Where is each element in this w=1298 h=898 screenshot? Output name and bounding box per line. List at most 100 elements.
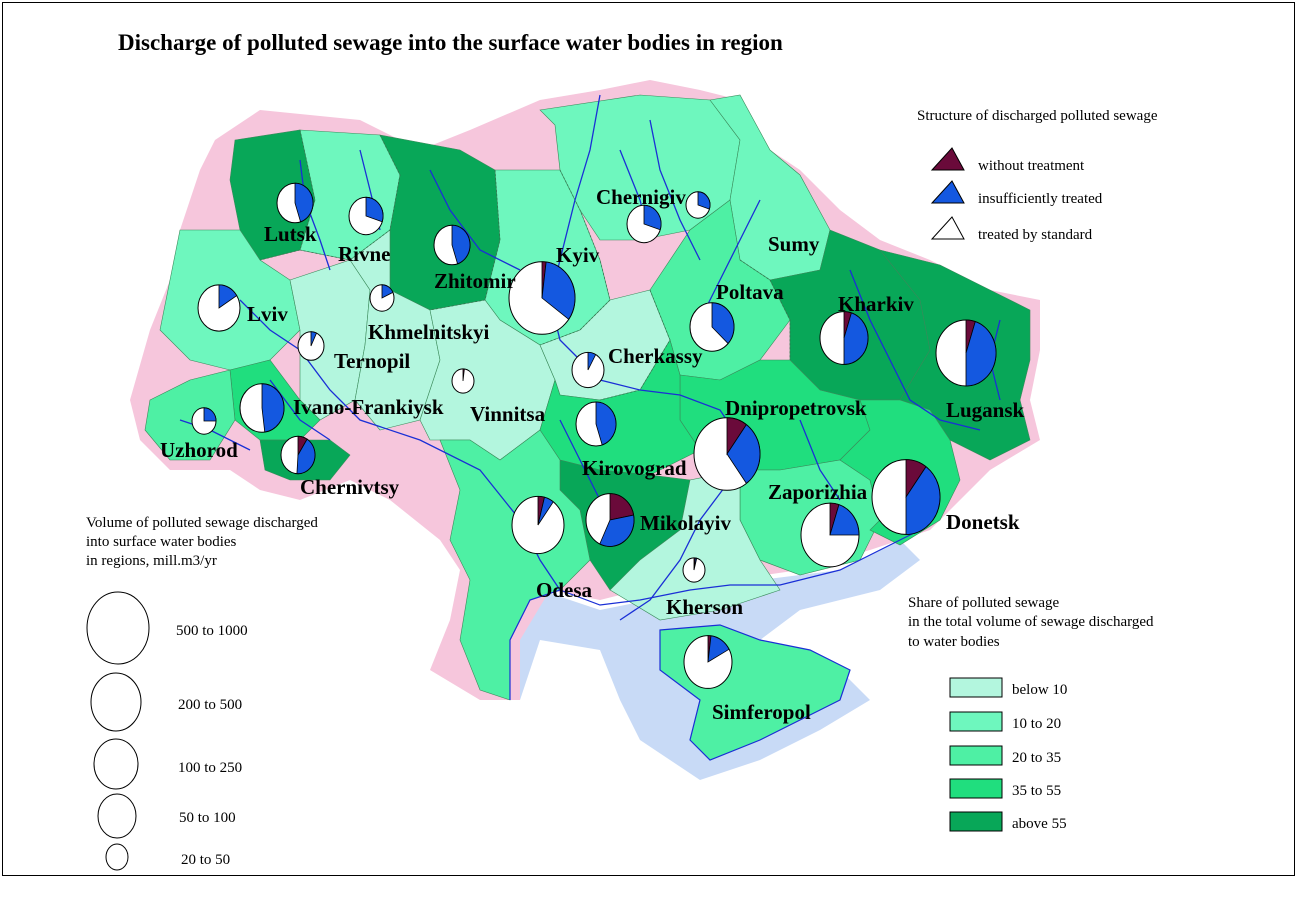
pie-lugansk <box>935 319 997 387</box>
volume-legend-title-3: in regions, mill.m3/yr <box>86 553 217 569</box>
coastline <box>509 529 921 761</box>
share-label-below-10: below 10 <box>1012 682 1067 698</box>
city-label-mikolayiv: Mikolayiv <box>640 511 732 535</box>
city-label-ivano-frankiysk: Ivano-Frankiysk <box>293 395 444 419</box>
city-label-zhitomir: Zhitomir <box>434 269 516 293</box>
city-label-uzhorod: Uzhorod <box>160 438 238 462</box>
share-swatch-35-55 <box>949 778 1003 799</box>
legend-treated-symbol <box>930 216 965 240</box>
pie-odesa <box>511 495 565 555</box>
pies-layer <box>191 182 997 689</box>
structure-legend-title: Structure of discharged polluted sewage <box>917 108 1158 124</box>
city-labels-layer: Lutsk Rivne Zhitomir Kyiv Chernigiv Sumy Lviv T… <box>160 185 1025 724</box>
city-label-cherkassy: Cherkassy <box>608 344 703 368</box>
pie-slice-untreated <box>609 493 635 521</box>
pie-slice-insufficient <box>643 204 662 231</box>
city-label-kherson: Kherson <box>666 595 743 619</box>
region-zakarpattia <box>144 369 236 461</box>
legend-insufficient-label: insufficiently treated <box>978 191 1103 207</box>
legend-untreated-symbol <box>930 147 965 171</box>
pie-ivano-frankiysk <box>239 383 285 433</box>
city-label-vinnitsa: Vinnitsa <box>470 402 546 426</box>
city-label-rivne: Rivne <box>338 242 391 266</box>
share-swatch-20-35 <box>949 745 1003 766</box>
city-label-ternopil: Ternopil <box>334 349 410 373</box>
pie-slice-untreated <box>462 368 465 382</box>
map-title: Discharge of polluted sewage into the su… <box>118 30 783 55</box>
pie-chernivtsy <box>280 435 316 475</box>
share-legend: Share of polluted sewage in the total vo… <box>908 595 1154 832</box>
volume-circle-100-250 <box>93 738 139 790</box>
legend-insufficient-symbol <box>930 180 965 204</box>
pie-simferopol <box>683 635 733 689</box>
pie-slice-insufficient <box>218 284 238 309</box>
pie-mikolayiv <box>585 493 635 547</box>
pie-slice-insufficient <box>829 504 860 536</box>
pie-slice-insufficient <box>294 182 314 223</box>
pie-donetsk <box>871 459 941 535</box>
share-swatch-below-10 <box>949 677 1003 698</box>
pie-rivne <box>348 196 384 236</box>
pie-uzhorod <box>191 407 217 435</box>
share-legend-title-3: to water bodies <box>908 634 1000 650</box>
pie-zaporizhia <box>800 502 860 568</box>
pie-kherson <box>682 557 706 583</box>
volume-legend-title-2: into surface water bodies <box>86 534 237 550</box>
pie-poltava <box>689 302 735 352</box>
volume-legend-title-1: Volume of polluted sewage discharged <box>86 515 318 531</box>
pie-kharkiv <box>819 311 869 365</box>
pie-slice-insufficient <box>843 312 869 365</box>
pie-slice-insufficient <box>381 284 394 299</box>
volume-label-200-500: 200 to 500 <box>178 697 242 713</box>
pie-slice-insufficient <box>261 383 285 433</box>
share-swatch-above-55 <box>949 811 1003 832</box>
pie-cherkassy <box>571 351 605 389</box>
share-label-10-20: 10 to 20 <box>1012 716 1061 732</box>
pie-slice-insufficient <box>965 321 997 387</box>
share-label-20-35: 20 to 35 <box>1012 750 1061 766</box>
volume-circle-200-500 <box>90 672 142 732</box>
volume-circle-50-100 <box>97 793 137 839</box>
city-label-dnipropetrovsk: Dnipropetrovsk <box>725 396 867 420</box>
city-label-khmelnitskyi: Khmelnitskyi <box>368 320 490 344</box>
share-legend-title-1: Share of polluted sewage <box>908 595 1060 611</box>
pie-slice-insufficient <box>693 557 698 571</box>
structure-legend: Structure of discharged polluted sewage … <box>917 108 1158 243</box>
share-swatch-10-20 <box>949 711 1003 732</box>
city-label-odesa: Odesa <box>536 578 593 602</box>
pie-slice-insufficient <box>537 496 554 526</box>
pie-slice-insufficient <box>905 466 941 535</box>
pie-slice-insufficient <box>541 261 576 320</box>
pie-vinnitsa <box>451 368 475 394</box>
share-label-35-55: 35 to 55 <box>1012 783 1061 799</box>
volume-circle-20-50 <box>105 843 129 871</box>
city-label-poltava: Poltava <box>716 280 784 304</box>
city-label-chernigiv: Chernigiv <box>596 185 686 209</box>
pie-lutsk <box>276 182 314 224</box>
pie-kirovograd <box>575 401 617 447</box>
pie-lviv <box>197 284 241 332</box>
pie-zhitomir <box>433 224 471 266</box>
pie-slice-insufficient <box>595 401 617 446</box>
legend-treated-label: treated by standard <box>978 227 1093 243</box>
pie-slice-insufficient <box>296 438 316 475</box>
share-legend-title-2: in the total volume of sewage discharged <box>908 614 1154 630</box>
volume-circle-500-1000 <box>86 591 150 665</box>
city-label-lutsk: Lutsk <box>264 222 317 246</box>
pie-slice-insufficient <box>310 331 318 347</box>
city-label-lviv: Lviv <box>247 302 288 326</box>
pie-dnipropetrovsk <box>693 417 761 491</box>
city-label-kyiv: Kyiv <box>556 243 600 267</box>
city-label-simferopol: Simferopol <box>712 700 811 724</box>
pie-slice-insufficient <box>707 635 730 663</box>
pie-slice-insufficient <box>365 196 384 223</box>
volume-label-500-1000: 500 to 1000 <box>176 623 248 639</box>
pie-slice-insufficient <box>711 302 735 345</box>
map-frame <box>2 2 1295 876</box>
city-label-kirovograd: Kirovograd <box>582 456 687 480</box>
city-label-kharkiv: Kharkiv <box>838 292 914 316</box>
city-label-sumy: Sumy <box>768 232 820 256</box>
pie-chernigiv <box>626 204 662 244</box>
volume-label-20-50: 20 to 50 <box>181 852 230 868</box>
